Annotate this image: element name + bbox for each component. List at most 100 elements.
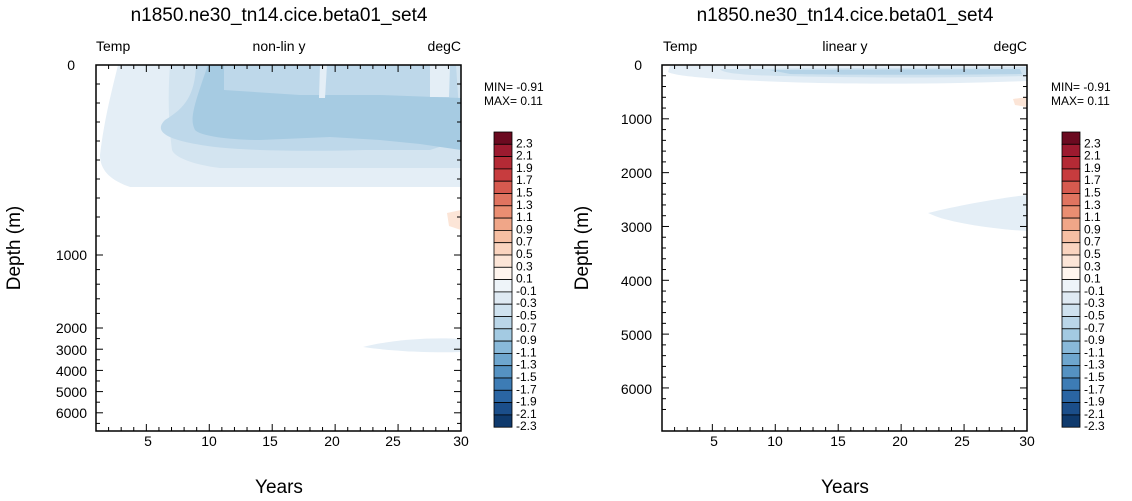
left-y-tick-label: 3000 (56, 342, 87, 358)
left-contour-gap-top (319, 65, 327, 98)
colorbar-label: -2.3 (1084, 419, 1105, 433)
colorbar-label: -1.5 (516, 370, 537, 384)
right-y-tick-label: 1000 (621, 111, 652, 127)
colorbar-box (1061, 316, 1081, 330)
colorbar-label: 2.3 (516, 136, 533, 150)
left-x-tick-label: 30 (453, 433, 469, 449)
colorbar-label: -1.9 (516, 395, 537, 409)
colorbar-label: -1.5 (1084, 370, 1105, 384)
colorbar-label: -1.3 (1084, 358, 1105, 372)
right-contour-fill (668, 66, 1027, 231)
colorbar-label: 1.9 (516, 161, 533, 175)
colorbar-label: 2.1 (516, 149, 533, 163)
colorbar-label: -1.7 (516, 382, 537, 396)
colorbar-label: 1.9 (1084, 161, 1101, 175)
colorbar-box (1061, 352, 1081, 367)
colorbar-box (493, 229, 513, 244)
colorbar-label: 1.1 (1084, 210, 1101, 224)
colorbar-box (493, 389, 513, 403)
left-contour-fill (100, 65, 462, 353)
colorbar-label: 0.7 (1084, 235, 1101, 249)
left-plot-frame (95, 64, 462, 432)
colorbar-label: 1.5 (1084, 186, 1101, 200)
colorbar-label: -1.1 (516, 345, 537, 359)
left-contour-patch-minus-0.7 (207, 72, 212, 104)
colorbar-label: -0.7 (516, 321, 537, 335)
left-colorbar: 2.32.11.91.71.51.31.10.90.70.50.30.1-0.1… (493, 131, 537, 433)
colorbar-box (1061, 229, 1081, 244)
colorbar-box (493, 217, 513, 231)
colorbar-label: 1.7 (1084, 173, 1101, 187)
left-y-tick-label: 0 (67, 57, 75, 73)
right-units-label: degC (994, 38, 1027, 54)
colorbar-label: -1.3 (516, 358, 537, 372)
colorbar-box (1061, 279, 1081, 293)
colorbar-label: -2.1 (516, 407, 537, 421)
colorbar-box (1061, 377, 1081, 391)
left-contour-positive-patch (447, 210, 461, 230)
right-y-tick-label: 3000 (621, 219, 652, 235)
colorbar-box (1061, 193, 1081, 207)
colorbar-label: -0.9 (516, 333, 537, 347)
colorbar-label: -2.1 (1084, 407, 1105, 421)
right-scale-label: linear y (822, 38, 867, 54)
colorbar-label: 0.3 (516, 259, 533, 273)
left-x-tick-label: 10 (201, 433, 217, 449)
colorbar-label: -0.7 (1084, 321, 1105, 335)
colorbar-label: 1.3 (516, 198, 533, 212)
left-x-axis-label: Years (255, 477, 303, 498)
colorbar-box (1061, 180, 1081, 194)
colorbar-label: -0.5 (1084, 309, 1105, 323)
right-x-tick-label: 15 (830, 433, 846, 449)
right-y-tick-label: 5000 (621, 327, 652, 343)
right-x-tick-label: 10 (767, 433, 783, 449)
colorbar-box (493, 328, 513, 342)
right-y-axis-label: Depth (m) (572, 206, 593, 290)
colorbar-box (1061, 217, 1081, 231)
colorbar-box (1061, 303, 1081, 317)
colorbar-box (1061, 131, 1081, 145)
colorbar-label: -0.3 (516, 296, 537, 310)
colorbar-box (1061, 168, 1081, 182)
colorbar-box (1061, 205, 1081, 219)
colorbar-box (1061, 328, 1081, 342)
colorbar-label: -1.7 (1084, 382, 1105, 396)
left-x-tick-label: 25 (385, 433, 401, 449)
colorbar-label: 0.9 (516, 222, 533, 236)
colorbar-label: 0.9 (1084, 222, 1101, 236)
colorbar-label: -1.1 (1084, 345, 1105, 359)
left-x-ticks (108, 65, 462, 431)
colorbar-label: 2.1 (1084, 149, 1101, 163)
colorbar-label: 0.3 (1084, 259, 1101, 273)
left-y-tick-label: 1000 (56, 247, 87, 263)
colorbar-label: 1.7 (516, 173, 533, 187)
left-variable-label: Temp (96, 38, 130, 54)
right-x-axis-label: Years (821, 477, 869, 498)
right-min-label: MIN= -0.91 (1051, 80, 1111, 94)
right-variable-label: Temp (663, 38, 697, 54)
left-y-ticks (96, 64, 461, 424)
colorbar-box (1061, 143, 1081, 158)
colorbar-box (1061, 389, 1081, 403)
colorbar-box (493, 291, 513, 305)
colorbar-box (493, 414, 513, 428)
colorbar-label: 1.1 (516, 210, 533, 224)
left-y-axis-label: Depth (m) (4, 206, 25, 290)
right-y-tick-label: 6000 (621, 381, 652, 397)
colorbar-label: 1.3 (1084, 198, 1101, 212)
colorbar-label: 0.5 (1084, 247, 1101, 261)
colorbar-box (1061, 254, 1081, 268)
colorbar-label: -0.3 (1084, 296, 1105, 310)
left-panel: n1850.ne30_tn14.cice.beta01_set4 Temp no… (4, 5, 544, 498)
colorbar-box (493, 180, 513, 194)
right-contour-level-minus-0.5 (770, 69, 1022, 75)
left-contour-level-minus-0.7 (192, 65, 461, 150)
colorbar-box (1061, 291, 1081, 305)
left-y-tick-label: 2000 (56, 320, 87, 336)
right-y-tick-label: 2000 (621, 165, 652, 181)
colorbar-box (493, 402, 513, 416)
colorbar-box (493, 365, 513, 379)
colorbar-label: -2.3 (516, 419, 537, 433)
colorbar-box (493, 156, 513, 170)
